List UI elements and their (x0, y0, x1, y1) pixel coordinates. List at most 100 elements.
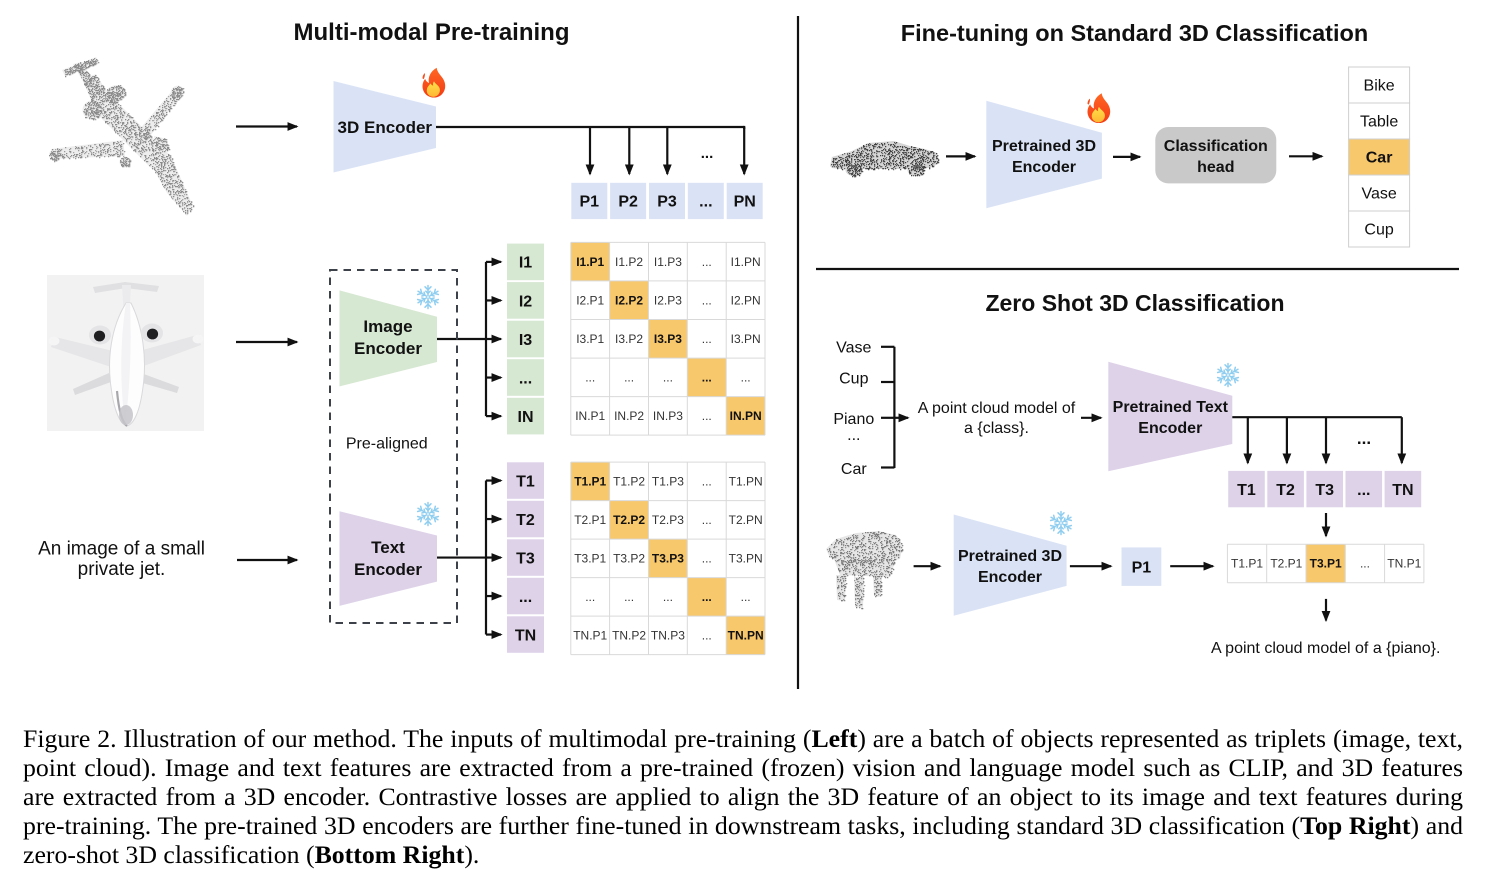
svg-text:Vase: Vase (836, 340, 871, 357)
svg-text:I3.P2: I3.P2 (615, 332, 643, 346)
svg-text:...: ... (519, 370, 532, 387)
svg-text:Encoder: Encoder (354, 560, 422, 579)
svg-text:...: ... (741, 371, 751, 385)
svg-text:...: ... (624, 590, 634, 604)
svg-text:Cup: Cup (1364, 222, 1393, 239)
svg-text:T1: T1 (516, 473, 535, 490)
svg-text:T3: T3 (1315, 482, 1334, 499)
svg-text:TN.PN: TN.PN (728, 629, 764, 643)
svg-text:Encoder: Encoder (978, 569, 1042, 586)
svg-text:T3.PN: T3.PN (729, 552, 763, 566)
svg-text:I3.P3: I3.P3 (654, 332, 682, 346)
svg-text:...: ... (702, 513, 712, 527)
svg-text:...: ... (1357, 482, 1370, 499)
svg-text:...: ... (847, 427, 860, 444)
svg-text:Car: Car (1366, 150, 1393, 167)
svg-text:Zero Shot 3D Classification: Zero Shot 3D Classification (985, 290, 1284, 316)
svg-text:...: ... (702, 409, 712, 423)
svg-text:Bike: Bike (1364, 78, 1395, 95)
svg-text:T3.P1: T3.P1 (574, 552, 606, 566)
svg-text:I1.P3: I1.P3 (654, 255, 682, 269)
svg-text:I3.P1: I3.P1 (576, 332, 604, 346)
svg-text:Text: Text (371, 538, 405, 557)
svg-text:Piano: Piano (833, 411, 874, 428)
svg-text:...: ... (702, 332, 712, 346)
svg-text:PN: PN (734, 194, 756, 211)
svg-text:P3: P3 (657, 194, 677, 211)
svg-text:...: ... (702, 255, 712, 269)
svg-text:a {class}.: a {class}. (964, 420, 1029, 437)
svg-text:I3: I3 (519, 332, 532, 349)
svg-text:...: ... (663, 371, 673, 385)
svg-text:Vase: Vase (1361, 186, 1396, 203)
svg-text:...: ... (585, 371, 595, 385)
svg-text:I1: I1 (519, 255, 532, 272)
svg-text:T1: T1 (1237, 482, 1256, 499)
svg-text:...: ... (702, 371, 712, 385)
svg-text:Car: Car (841, 461, 867, 478)
svg-text:T2: T2 (516, 512, 535, 529)
svg-text:Table: Table (1360, 114, 1398, 131)
svg-text:TN.P1: TN.P1 (573, 629, 607, 643)
svg-text:T1.P2: T1.P2 (613, 475, 645, 489)
svg-text:...: ... (702, 475, 712, 489)
svg-text:Pretrained 3D: Pretrained 3D (958, 548, 1062, 565)
svg-text:...: ... (663, 590, 673, 604)
svg-text:I1.P1: I1.P1 (576, 255, 604, 269)
svg-text:A point cloud model of: A point cloud model of (918, 400, 1076, 417)
svg-text:...: ... (702, 629, 712, 643)
svg-text:Classification: Classification (1164, 138, 1268, 155)
svg-text:P1: P1 (580, 194, 600, 211)
svg-text:...: ... (702, 293, 712, 307)
svg-text:I2.P2: I2.P2 (615, 293, 643, 307)
svg-text:...: ... (699, 194, 712, 211)
svg-text:T3: T3 (516, 550, 535, 567)
svg-text:TN.P3: TN.P3 (651, 629, 685, 643)
svg-text:I2.PN: I2.PN (731, 293, 761, 307)
svg-text:T1.P1: T1.P1 (1231, 557, 1263, 571)
svg-text:A point cloud model of a {pian: A point cloud model of a {piano}. (1211, 640, 1441, 657)
svg-text:head: head (1197, 159, 1234, 176)
svg-text:...: ... (519, 589, 532, 606)
svg-text:An image of a small: An image of a small (38, 539, 205, 560)
svg-text:I2: I2 (519, 293, 532, 310)
svg-text:T2.P3: T2.P3 (652, 513, 684, 527)
svg-text:TN: TN (1392, 482, 1413, 499)
svg-text:T2.P1: T2.P1 (1270, 557, 1302, 571)
svg-text:I2.P1: I2.P1 (576, 293, 604, 307)
svg-text:...: ... (624, 371, 634, 385)
svg-text:Encoder: Encoder (354, 339, 422, 358)
svg-text:private jet.: private jet. (78, 559, 166, 580)
svg-text:...: ... (1360, 557, 1370, 571)
svg-text:Cup: Cup (839, 370, 868, 387)
svg-text:T3.P2: T3.P2 (613, 552, 645, 566)
svg-text:...: ... (702, 552, 712, 566)
svg-text:Fine-tuning on Standard 3D Cla: Fine-tuning on Standard 3D Classificatio… (901, 20, 1368, 46)
svg-text:T1.P3: T1.P3 (652, 475, 684, 489)
svg-text:P2: P2 (618, 194, 638, 211)
svg-text:IN.P2: IN.P2 (614, 409, 644, 423)
svg-text:IN.PN: IN.PN (730, 409, 762, 423)
svg-text:...: ... (1357, 429, 1371, 448)
svg-text:T2.P2: T2.P2 (613, 513, 645, 527)
svg-text:T3.P1: T3.P1 (1310, 557, 1342, 571)
svg-text:Image: Image (363, 317, 412, 336)
svg-text:P1: P1 (1132, 560, 1152, 577)
svg-text:I1.PN: I1.PN (731, 255, 761, 269)
svg-text:3D Encoder: 3D Encoder (338, 118, 433, 137)
svg-text:T1.P1: T1.P1 (574, 475, 606, 489)
svg-text:IN.P3: IN.P3 (653, 409, 683, 423)
svg-text:Pretrained Text: Pretrained Text (1113, 399, 1229, 416)
svg-text:...: ... (741, 590, 751, 604)
svg-text:T1.PN: T1.PN (729, 475, 763, 489)
svg-text:...: ... (701, 145, 714, 162)
svg-text:TN: TN (515, 627, 536, 644)
svg-text:IN: IN (518, 409, 534, 426)
svg-text:I2.P3: I2.P3 (654, 293, 682, 307)
svg-text:T2: T2 (1276, 482, 1295, 499)
svg-text:I1.P2: I1.P2 (615, 255, 643, 269)
svg-text:...: ... (702, 590, 712, 604)
svg-text:Encoder: Encoder (1138, 420, 1202, 437)
svg-text:I3.PN: I3.PN (731, 332, 761, 346)
svg-text:IN.P1: IN.P1 (575, 409, 605, 423)
